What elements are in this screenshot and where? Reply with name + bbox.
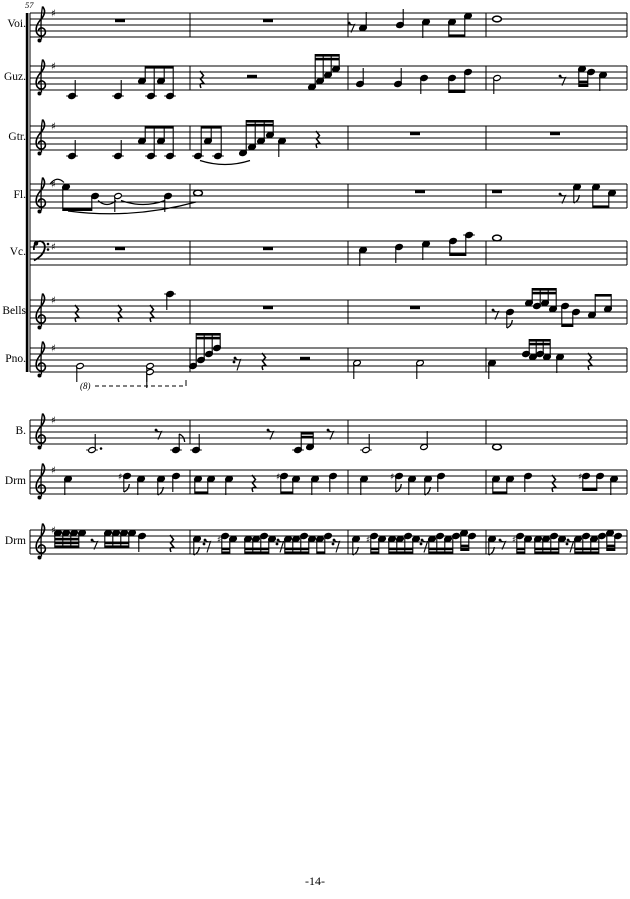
staff-2-notation: ♯: [29, 118, 628, 166]
staff-8-notation: ♯ ♯ ♯ ♯ ♯: [29, 462, 628, 500]
staff-label-vc-4: Vc.: [9, 246, 26, 258]
staff-7-notation: ♯: [29, 412, 628, 454]
treble-clef-icon: [35, 340, 47, 378]
treble-clef-icon: [35, 292, 47, 330]
measure-number: 57: [25, 0, 34, 10]
staff-label-drm-9: Drm: [4, 535, 26, 547]
system-bracket: [25, 13, 29, 372]
staff-label-b-7: B.: [15, 425, 26, 437]
treble-clef-icon: [35, 176, 47, 214]
treble-clef-icon: [35, 5, 47, 43]
staff-9-notation: ♯ ♯ ♯ ♯: [29, 522, 628, 560]
staff-label-fl-3: Fl.: [13, 189, 26, 201]
treble-clef-icon: [35, 412, 47, 450]
svg-text:♯: ♯: [512, 536, 516, 546]
svg-text:♯: ♯: [276, 473, 280, 483]
svg-text:♯: ♯: [578, 473, 582, 483]
staff-label-guz-1: Guz.: [3, 71, 26, 83]
staff-label-drm-8: Drm: [4, 475, 26, 487]
svg-text:♯: ♯: [118, 473, 122, 483]
staff-4-notation: ♯: [29, 231, 628, 266]
svg-text:♯: ♯: [51, 466, 56, 477]
staff-5-notation: ♯: [29, 288, 628, 330]
treble-clef-icon: [35, 522, 47, 560]
svg-text:♯: ♯: [390, 473, 394, 483]
svg-text:♯: ♯: [51, 416, 56, 427]
staff-0-notation: ♯: [29, 5, 628, 43]
staff-1-notation: ♯: [29, 54, 628, 100]
svg-text:♯: ♯: [51, 344, 56, 355]
staff-label-gtr-2: Gtr.: [8, 131, 26, 143]
staff-label-pno-6: Pno.: [5, 353, 26, 365]
page-number: -14-: [305, 874, 325, 888]
bass-clef-icon: [33, 240, 50, 262]
ottava-marking: (8): [80, 381, 91, 391]
svg-text:♯: ♯: [51, 9, 56, 20]
svg-text:♯: ♯: [51, 526, 56, 537]
svg-text:♯: ♯: [51, 180, 56, 191]
treble-clef-icon: [35, 462, 47, 500]
svg-text:♯: ♯: [366, 536, 370, 546]
staff-3-notation: ♯: [29, 176, 628, 215]
svg-text:♯: ♯: [51, 62, 56, 73]
treble-clef-icon: [35, 118, 47, 156]
treble-clef-icon: [35, 58, 47, 96]
svg-text:♯: ♯: [51, 242, 56, 253]
svg-text:♯: ♯: [217, 536, 221, 546]
staff-6-notation: ♯ (8): [29, 333, 628, 391]
svg-text:♯: ♯: [51, 122, 56, 133]
staff-label-bells-5: Bells: [2, 305, 26, 317]
svg-text:♯: ♯: [51, 296, 56, 307]
staff-label-voi-0: Voi.: [7, 18, 26, 30]
